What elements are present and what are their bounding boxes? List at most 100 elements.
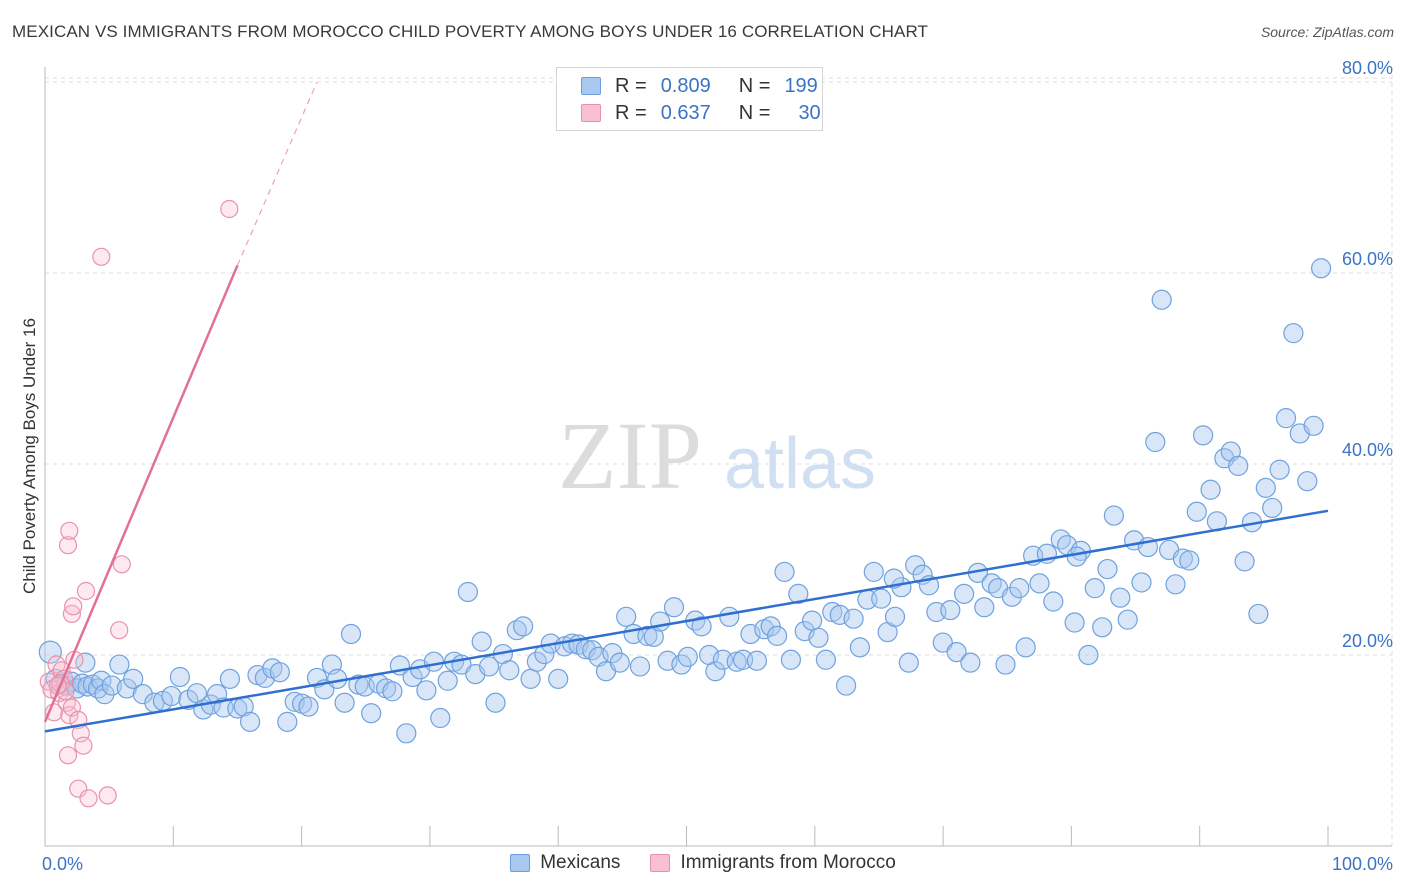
mexicans-points bbox=[38, 258, 1332, 744]
data-point bbox=[637, 625, 658, 647]
data-point bbox=[437, 670, 458, 691]
data-point bbox=[512, 616, 534, 637]
data-point bbox=[123, 668, 144, 689]
data-point bbox=[677, 646, 698, 668]
data-point bbox=[650, 611, 671, 632]
legend-item-morocco[interactable]: Immigrants from Morocco bbox=[650, 852, 896, 874]
data-point bbox=[499, 660, 520, 681]
data-point bbox=[485, 692, 506, 713]
data-point bbox=[38, 640, 62, 664]
data-point bbox=[457, 581, 478, 603]
data-point bbox=[863, 561, 884, 583]
data-point bbox=[1131, 572, 1152, 593]
data-point bbox=[548, 668, 569, 689]
data-point bbox=[1103, 505, 1125, 526]
data-point bbox=[575, 639, 596, 660]
data-point bbox=[396, 723, 417, 744]
data-point bbox=[815, 649, 837, 670]
trend-lines bbox=[43, 81, 1329, 733]
data-point bbox=[1084, 578, 1105, 599]
data-point bbox=[110, 621, 129, 640]
data-point bbox=[849, 637, 871, 658]
morocco-points bbox=[39, 199, 239, 808]
legend-n-label: N = bbox=[738, 74, 771, 97]
legend-row-mexicans: R = 0.809 N = 199 bbox=[581, 74, 818, 98]
data-point bbox=[64, 597, 83, 616]
data-point bbox=[1186, 501, 1207, 522]
data-point bbox=[1275, 408, 1297, 429]
tick-labels: 20.0% 40.0% 60.0% 80.0% 0.0% 100.0% bbox=[42, 58, 1393, 874]
data-point bbox=[58, 746, 78, 765]
data-point bbox=[94, 684, 115, 705]
data-point bbox=[1110, 587, 1131, 608]
data-point bbox=[58, 536, 78, 555]
data-point bbox=[1283, 323, 1304, 344]
legend-n-label: N = bbox=[738, 101, 771, 124]
data-point bbox=[1145, 431, 1166, 453]
data-point bbox=[871, 588, 892, 609]
data-point bbox=[219, 668, 240, 689]
data-point bbox=[277, 711, 298, 732]
legend-label-mexicans: Mexicans bbox=[540, 852, 621, 873]
data-point bbox=[1092, 617, 1113, 638]
data-point bbox=[1001, 586, 1023, 607]
data-point bbox=[1151, 289, 1172, 310]
data-point bbox=[416, 680, 437, 701]
x-tick-label: 100.0% bbox=[1332, 854, 1393, 874]
trend-line-morocco-extension bbox=[236, 81, 318, 266]
data-point bbox=[526, 651, 548, 672]
data-point bbox=[1310, 258, 1332, 279]
legend-r-label: R = bbox=[615, 74, 647, 97]
legend-swatch-morocco bbox=[650, 854, 671, 872]
legend-label-morocco: Immigrants from Morocco bbox=[680, 852, 896, 873]
data-point bbox=[609, 652, 630, 673]
data-point bbox=[883, 568, 905, 589]
legend-row-morocco: R = 0.637 N = 30 bbox=[581, 101, 821, 125]
legend-item-mexicans[interactable]: Mexicans bbox=[510, 852, 620, 874]
data-point bbox=[101, 675, 123, 696]
data-point bbox=[74, 736, 93, 755]
y-tick-label: 60.0% bbox=[1342, 249, 1393, 269]
data-point bbox=[953, 583, 975, 604]
data-point bbox=[1029, 573, 1050, 594]
data-point bbox=[974, 597, 995, 618]
data-point bbox=[430, 707, 451, 729]
data-point bbox=[298, 696, 319, 717]
data-point bbox=[1179, 550, 1200, 571]
data-point bbox=[269, 662, 290, 683]
y-axis-label: Child Poverty Among Boys Under 16 bbox=[20, 318, 39, 594]
axes bbox=[44, 67, 1392, 847]
data-point bbox=[1303, 415, 1324, 436]
data-point bbox=[629, 656, 651, 677]
y-tick-label: 40.0% bbox=[1342, 440, 1393, 460]
data-point bbox=[1192, 425, 1214, 446]
data-point bbox=[132, 684, 153, 705]
data-point bbox=[1064, 612, 1085, 633]
trend-line-mexicans bbox=[44, 509, 1329, 733]
data-point bbox=[774, 561, 795, 583]
data-point bbox=[479, 656, 500, 677]
legend-n-value: 30 bbox=[798, 101, 821, 124]
data-point bbox=[1297, 471, 1318, 492]
data-point bbox=[91, 670, 112, 691]
data-point bbox=[109, 654, 130, 675]
data-point bbox=[1066, 546, 1087, 567]
data-point bbox=[1117, 609, 1138, 630]
correlation-legend: R = 0.809 N = 199 R = 0.637 N = 30 bbox=[556, 67, 823, 131]
data-point bbox=[1255, 477, 1276, 498]
legend-swatch-mexicans bbox=[510, 854, 531, 872]
data-point bbox=[506, 620, 527, 641]
watermark-zip: ZIP bbox=[558, 402, 702, 509]
source-label: Source: ZipAtlas.com bbox=[1260, 24, 1394, 40]
data-point bbox=[663, 597, 685, 618]
data-point bbox=[1269, 459, 1290, 480]
data-point bbox=[940, 600, 961, 621]
data-point bbox=[1050, 529, 1071, 550]
legend-r-value: 0.809 bbox=[660, 74, 711, 97]
trend-line-morocco bbox=[43, 264, 239, 723]
data-point bbox=[780, 649, 802, 670]
data-point bbox=[207, 684, 228, 705]
data-point bbox=[1200, 479, 1221, 500]
legend-r-label: R = bbox=[615, 101, 647, 124]
